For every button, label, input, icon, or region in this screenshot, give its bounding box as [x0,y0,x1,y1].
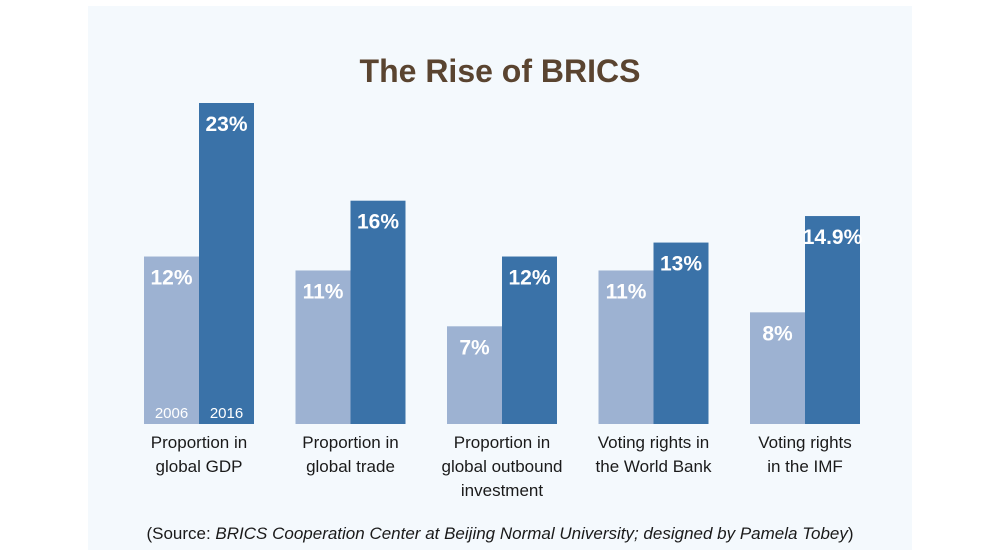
category-label-line: global GDP [156,457,243,476]
category-label-line: global outbound [441,457,562,476]
bar-2016-3 [502,256,557,424]
category-label-line: in the IMF [767,457,843,476]
category-label-line: Proportion in [302,433,398,452]
category-label-2: Proportion in global trade [302,433,398,476]
category-label-1: Proportion in global GDP [151,433,247,476]
chart-title: The Rise of BRICS [360,53,641,89]
value-labels-group: 12% 2006 23% 2016 11% 16% 7% 12% 11% 13% 8% 14.9% [150,113,862,422]
category-label-line: Proportion in [454,433,550,452]
value-label-2016-3: 12% [508,267,550,290]
bar-2016-1 [199,103,254,424]
category-label-5: Voting rights in the IMF [758,433,852,476]
category-label-line: Voting rights [758,433,852,452]
category-labels-group: Proportion in global GDP Proportion in glob… [151,433,852,500]
category-label-line: Voting rights in [598,433,710,452]
bar-2006-5 [750,312,805,424]
bar-2006-2 [295,270,351,424]
chart-panel: The Rise of BRICS 12% 2006 23% 2016 11% 16% 7%… [88,6,912,550]
source-open: (Source: [146,524,215,543]
value-label-2016-4: 13% [660,253,702,276]
category-label-line: Proportion in [151,433,247,452]
category-label-3: Proportion in global outbound investment [441,433,562,500]
bar-2016-4 [653,242,709,424]
value-label-2006-2: 11% [303,280,344,303]
value-label-2006-1: 12% [150,267,192,290]
bar-2006-4 [598,270,654,424]
bar-chart: The Rise of BRICS 12% 2006 23% 2016 11% 16% 7%… [144,53,863,543]
value-label-2006-5: 8% [762,322,793,345]
source-close: ) [848,524,854,543]
value-label-2006-3: 7% [459,336,490,359]
bar-2016-5 [805,216,860,424]
category-label-4: Voting rights in the World Bank [596,433,712,476]
value-label-2016-5: 14.9% [803,226,863,249]
category-label-line: investment [461,481,543,500]
source-credit: BRICS Cooperation Center at Beijing Norm… [215,524,849,543]
legend-year-2006: 2006 [155,405,188,422]
category-label-line: the World Bank [596,457,712,476]
source-note: (Source: BRICS Cooperation Center at Bei… [146,524,853,543]
category-label-line: global trade [306,457,395,476]
bar-2006-1 [144,256,199,424]
value-label-2016-2: 16% [357,211,399,234]
bars-group [144,103,860,424]
value-label-2006-4: 11% [606,280,647,303]
value-label-2016-1: 23% [205,113,247,136]
legend-year-2016: 2016 [210,405,243,422]
bar-2016-2 [350,200,406,424]
bar-2006-3 [447,326,502,424]
